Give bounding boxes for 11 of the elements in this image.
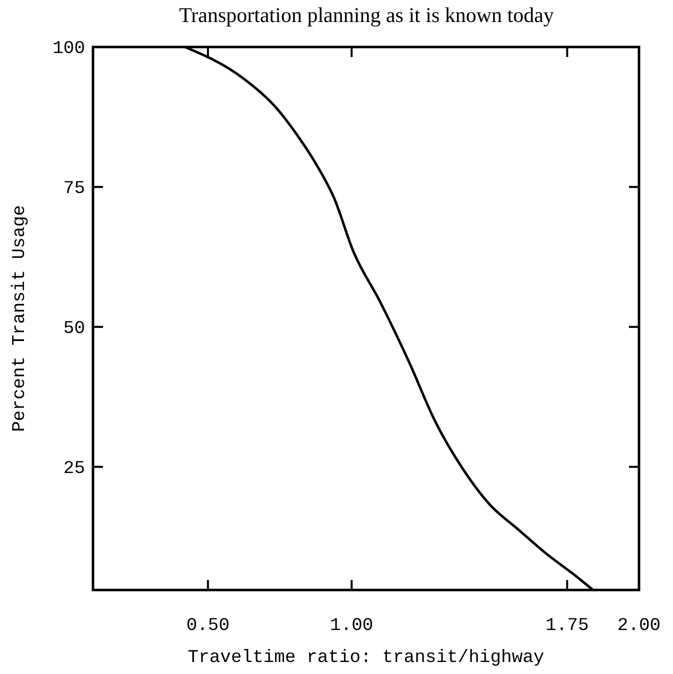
y-tick-label: 75 xyxy=(63,178,85,199)
y-axis-title: Percent Transit Usage xyxy=(10,205,30,432)
y-tick-label: 50 xyxy=(63,318,85,339)
x-tick-label: 0.50 xyxy=(186,616,230,636)
x-tick-label: 2.00 xyxy=(617,616,661,636)
text: Transportation planning as it is known today xyxy=(179,3,554,27)
x-axis-title: Traveltime ratio: transit/highway xyxy=(188,648,544,668)
x-tick-label: 1.75 xyxy=(546,616,589,636)
y-tick-label: 25 xyxy=(63,458,85,479)
y-tick-label: 100 xyxy=(52,39,85,59)
x-tick-label: 1.00 xyxy=(330,616,374,636)
